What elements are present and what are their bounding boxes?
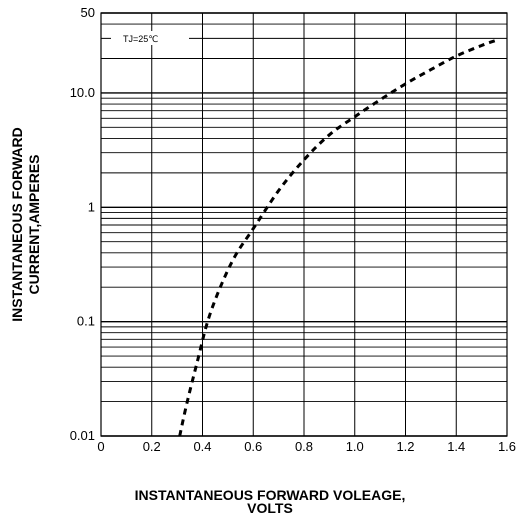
x-tick-label: 1.4 [447,439,465,454]
x-tick-label: 1.0 [346,439,364,454]
x-tick-labels: 0 0.2 0.4 0.6 0.8 1.0 1.2 1.4 1.6 [97,439,516,454]
plot-frame [100,12,508,437]
x-tick-label: 0.6 [244,439,262,454]
y-tick-label: 10.0 [70,85,95,100]
y-tick-label: 50 [81,5,95,20]
x-tick-label: 0.2 [143,439,161,454]
y-tick-label: 1 [88,199,95,214]
annotation-temperature: TJ=25℃ [123,34,158,44]
annotation-background [111,31,189,45]
grid-lines [100,12,508,437]
x-tick-label: 0.8 [295,439,313,454]
y-axis-title-line-1: INSTANTANEOUS FORWARD [9,127,25,321]
series-curve [178,38,498,437]
y-tick-label: 0.1 [77,314,95,329]
x-axis-title-line-2: VOLTS [247,500,293,516]
y-axis-title-line-2: CURRENT,AMPERES [26,154,42,294]
curve-layer [178,38,498,437]
y-tick-label: 0.01 [70,428,95,443]
x-tick-label: 0 [97,439,104,454]
y-tick-labels: 0.01 0.1 1 10.0 50 [70,5,95,443]
x-tick-label: 1.2 [396,439,414,454]
x-tick-label: 1.6 [498,439,516,454]
x-axis-title-line-1: INSTANTANEOUS FORWARD VOLEAGE, [135,487,406,503]
x-tick-label: 0.4 [193,439,211,454]
